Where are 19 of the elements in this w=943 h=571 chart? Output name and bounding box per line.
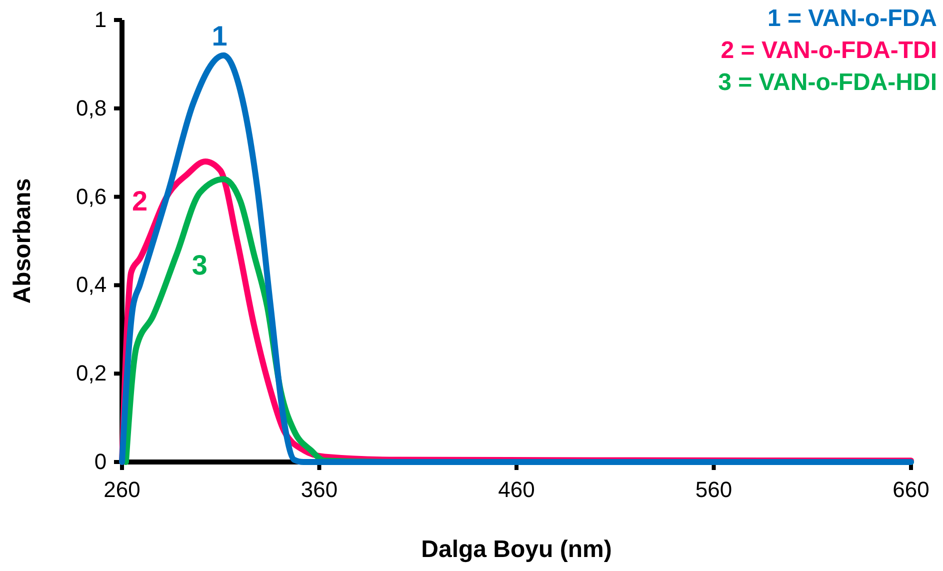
y-tick-label: 0,8 (76, 95, 107, 120)
x-tick-label: 360 (300, 477, 338, 502)
y-tick-label: 0 (94, 449, 107, 474)
text: 3 = VAN-o-FDA-HDI (718, 69, 937, 96)
y-axis-title: Absorbans (9, 178, 36, 304)
text: 1 = VAN-o-FDA (767, 5, 937, 32)
y-tick-label: 1 (94, 7, 107, 32)
x-axis-title: Dalga Boyu (nm) (421, 536, 612, 563)
y-tick-label: 0,2 (76, 360, 107, 386)
x-tick-label: 460 (498, 477, 535, 502)
x-tick-label: 560 (695, 477, 732, 502)
x-tick-label: 260 (104, 477, 140, 502)
y-tick-label: 0,4 (76, 272, 107, 298)
y-tick-label: 0,6 (76, 184, 107, 209)
text: 2 = VAN-o-FDA-TDI (720, 37, 937, 64)
annotation: 1 (212, 20, 228, 52)
annotation: 2 (132, 186, 148, 217)
x-tick-label: 660 (892, 477, 930, 502)
annotation: 3 (192, 249, 208, 280)
